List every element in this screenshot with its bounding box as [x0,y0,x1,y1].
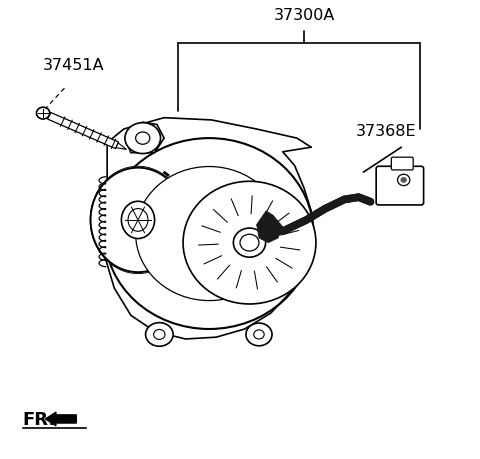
Ellipse shape [96,173,180,268]
Polygon shape [116,144,127,150]
Ellipse shape [240,235,259,252]
Ellipse shape [136,167,283,301]
Ellipse shape [401,178,407,183]
FancyArrow shape [46,412,76,426]
FancyBboxPatch shape [376,167,424,206]
Text: 37300A: 37300A [274,8,335,23]
Ellipse shape [233,229,265,257]
Ellipse shape [246,323,272,346]
Ellipse shape [91,168,185,273]
Ellipse shape [105,184,171,257]
Ellipse shape [145,323,173,347]
Text: 37368E: 37368E [356,124,417,139]
Ellipse shape [397,175,410,186]
Ellipse shape [154,330,165,340]
Ellipse shape [90,167,186,274]
Ellipse shape [125,123,160,154]
Ellipse shape [183,182,316,304]
Polygon shape [48,113,119,149]
Ellipse shape [254,330,264,339]
Ellipse shape [136,133,150,145]
Ellipse shape [101,179,175,263]
Ellipse shape [105,139,313,329]
Text: 37451A: 37451A [43,58,105,73]
Ellipse shape [128,209,148,232]
Ellipse shape [36,108,50,120]
Ellipse shape [109,189,167,252]
Polygon shape [257,211,283,243]
Ellipse shape [113,193,163,248]
Ellipse shape [121,202,155,239]
FancyBboxPatch shape [391,158,413,171]
Text: FR.: FR. [23,410,56,428]
Polygon shape [125,123,164,153]
